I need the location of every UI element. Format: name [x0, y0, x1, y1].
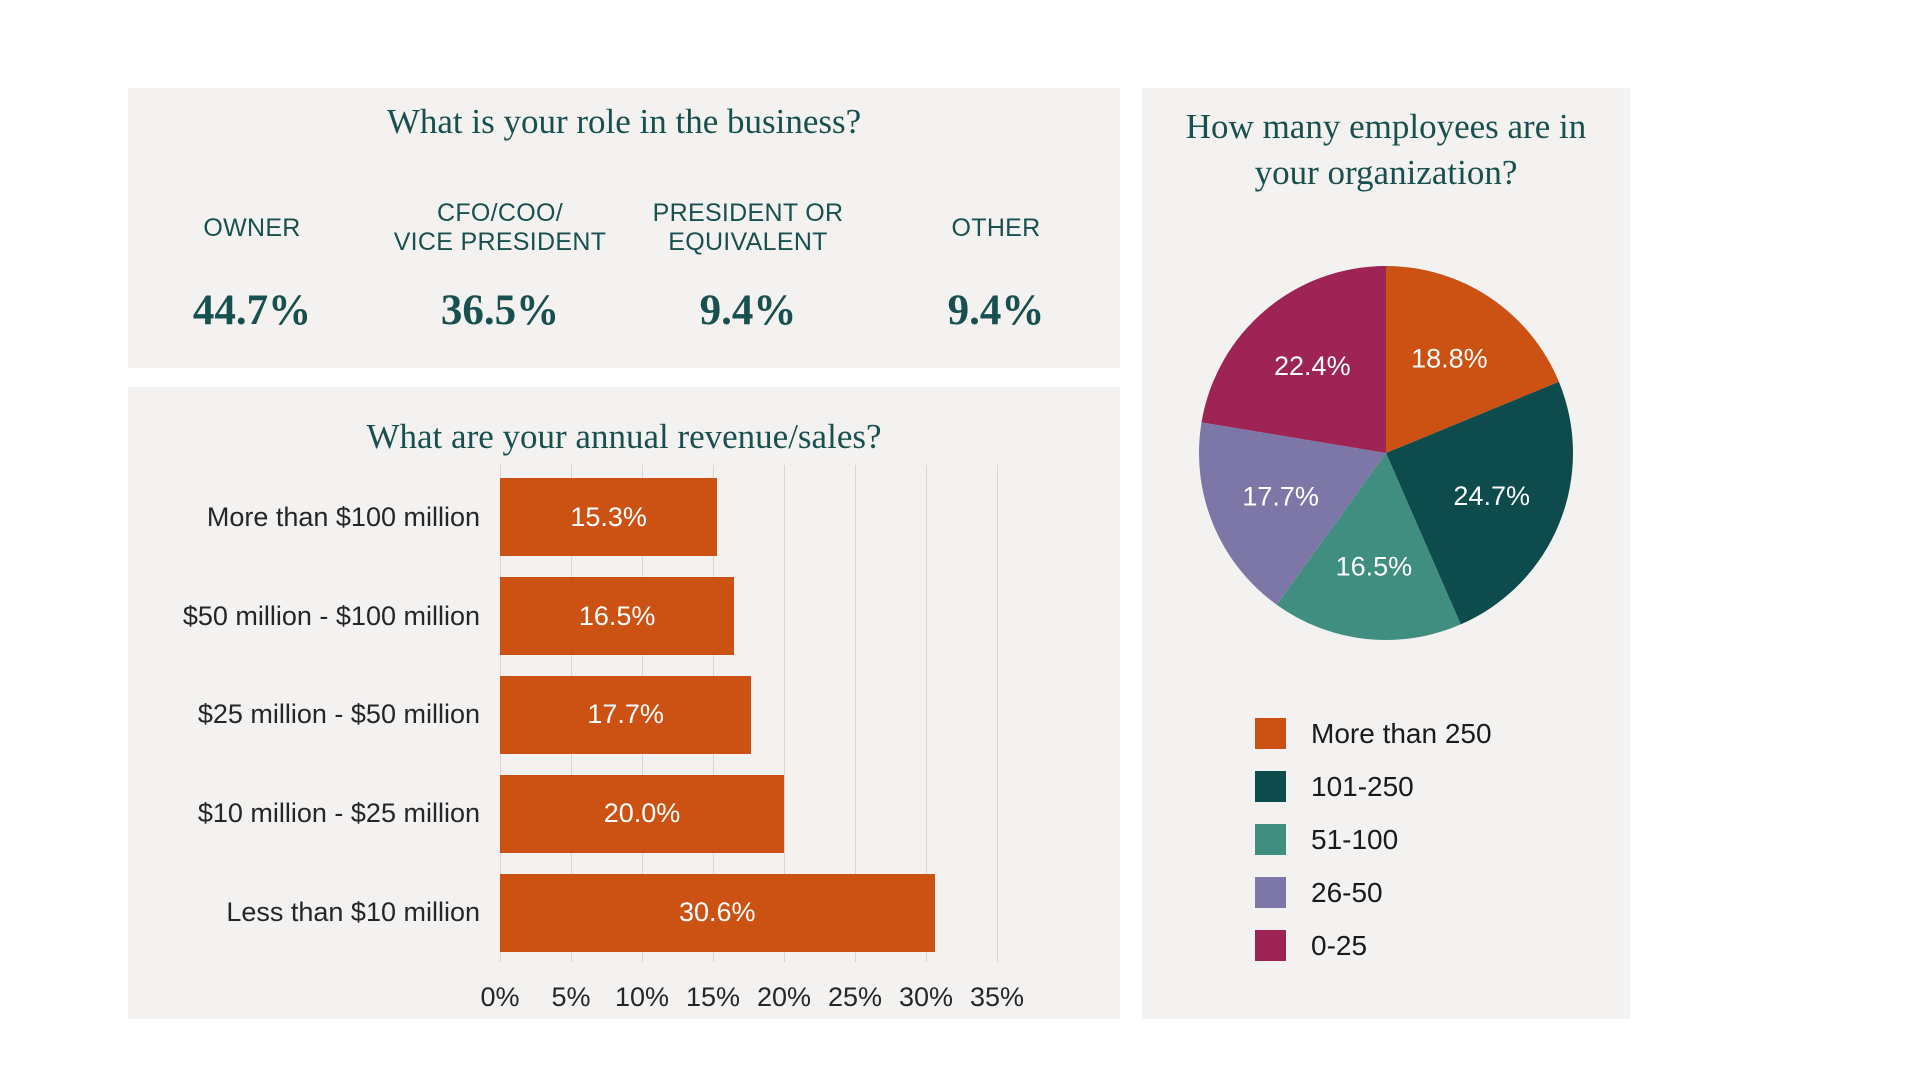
bar: 30.6% [500, 873, 935, 952]
role-stat-3: PRESIDENT OR EQUIVALENT 9.4% [624, 196, 872, 335]
bar-row: 16.5% [500, 567, 997, 666]
legend-item-label: 0-25 [1311, 930, 1368, 961]
bar-chart-x-axis: 0% 5% 10% 15% 20% 25% 30% 35% [480, 979, 1024, 1015]
bar-value-label: 16.5% [578, 600, 656, 631]
pie-slice-value-label: 16.5% [1336, 551, 1413, 581]
legend-item-51-100: 51-100 [1255, 824, 1492, 855]
bar-category-label: $50 million - $100 million [182, 600, 480, 631]
bar-chart-category-labels: More than $100 million $50 million - $100… [128, 468, 480, 962]
gridline-20% [784, 465, 785, 962]
x-axis-tick: 5% [551, 982, 591, 1012]
pie-slice-26-50 [1198, 422, 1386, 605]
x-axis-tick: 20% [756, 982, 812, 1012]
role-stat-value: 44.7% [192, 287, 312, 334]
x-axis-tick: 30% [898, 982, 954, 1012]
legend-item-label: 26-50 [1311, 877, 1383, 908]
bar: 20.0% [500, 774, 784, 853]
role-stat-2: CFO/COO/VICE PRESIDENT 36.5% [376, 196, 624, 335]
legend-swatch [1255, 877, 1286, 908]
role-stat-label: OTHER [951, 213, 1041, 242]
bar-row: 17.7% [500, 666, 997, 765]
pie-slice-value-label: 24.7% [1453, 481, 1530, 511]
pie-slice-51-100 [1276, 453, 1461, 641]
employees-panel-title: How many employees are in your organizat… [1185, 107, 1587, 192]
employees-panel: How many employees are in your organizat… [1142, 88, 1630, 1019]
bar: 15.3% [500, 478, 718, 557]
bar-row: 15.3% [500, 468, 997, 567]
legend-item-26-50: 26-50 [1255, 877, 1492, 908]
legend-swatch [1255, 930, 1286, 961]
bar-row: 30.6% [500, 863, 997, 962]
pie-slice-0-25 [1201, 266, 1386, 453]
role-stat-label: PRESIDENT OR EQUIVALENT [652, 199, 844, 256]
role-panel-title: What is your role in the business? [386, 102, 862, 141]
gridline-30% [926, 465, 927, 962]
bar-value-label: 30.6% [678, 897, 756, 928]
legend-swatch [1255, 824, 1286, 855]
role-stat-value: 9.4% [947, 287, 1045, 334]
bar-chart-plot: 15.3% 16.5% 17.7% 20.0% 30.6% [500, 468, 997, 962]
role-stat-label: OWNER [203, 213, 301, 242]
legend-item-0-25: 0-25 [1255, 930, 1492, 961]
bar: 16.5% [500, 577, 735, 656]
bar-category-label: Less than $10 million [226, 897, 480, 928]
legend-item-101-250: 101-250 [1255, 771, 1492, 802]
role-stat-value: 9.4% [699, 287, 797, 334]
x-axis-tick: 10% [614, 982, 670, 1012]
bar-value-label: 20.0% [603, 798, 681, 829]
legend-item-label: 101-250 [1311, 771, 1414, 802]
bar-value-label: 15.3% [570, 501, 647, 532]
x-axis-tick: 35% [969, 982, 1025, 1012]
bar-category-label: $10 million - $25 million [197, 798, 480, 829]
pie-slice-value-label: 18.8% [1411, 343, 1488, 373]
x-axis-tick: 15% [685, 982, 741, 1012]
role-stat-1: OWNER 44.7% [128, 196, 376, 335]
gridline-25% [855, 465, 856, 962]
x-axis-tick: 25% [827, 982, 883, 1012]
role-stat-4: OTHER 9.4% [872, 196, 1120, 335]
bar-row: 20.0% [500, 764, 997, 863]
bar-category-label: $25 million - $50 million [197, 699, 480, 730]
role-stat-label: CFO/COO/VICE PRESIDENT [393, 199, 607, 256]
x-axis-tick: 0% [480, 982, 520, 1012]
gridline-35% [997, 465, 998, 962]
legend-item-label: 51-100 [1311, 824, 1399, 855]
bar-value-label: 17.7% [587, 699, 664, 730]
role-stat-value: 36.5% [440, 287, 560, 334]
bar: 17.7% [500, 675, 752, 754]
legend-item-More than 250: More than 250 [1255, 718, 1492, 749]
pie-slice-value-label: 17.7% [1242, 481, 1319, 511]
pie-slice-101-250 [1386, 381, 1574, 625]
legend-swatch [1255, 718, 1286, 749]
bar-category-label: More than $100 million [206, 501, 480, 532]
pie-chart: 18.8% 24.7% 16.5% 17.7% 22.4% [1198, 266, 1574, 641]
role-stats-row: OWNER 44.7% CFO/COO/VICE PRESIDENT 36.5% PRE… [128, 196, 1120, 335]
revenue-panel: What are your annual revenue/sales? More… [128, 387, 1120, 1019]
legend-swatch [1255, 771, 1286, 802]
pie-legend: More than 250 101-250 51-100 26-50 0-25 [1255, 718, 1492, 961]
legend-item-label: More than 250 [1311, 718, 1492, 749]
pie-slice-value-label: 22.4% [1274, 351, 1351, 381]
pie-slice-More than 250 [1386, 266, 1559, 453]
role-panel: What is your role in the business? OWNER… [128, 88, 1120, 368]
revenue-panel-title: What are your annual revenue/sales? [366, 417, 882, 456]
